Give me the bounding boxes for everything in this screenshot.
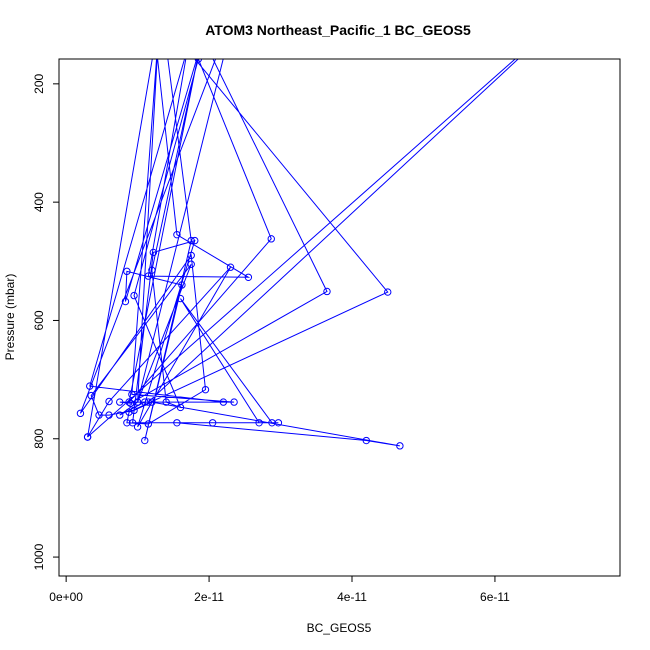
x-tick-label: 6e-11 (480, 590, 510, 604)
data-point (194, 59, 203, 63)
y-axis-label: Pressure (mbar) (3, 274, 17, 361)
data-point (130, 406, 138, 415)
data-point (187, 251, 195, 260)
x-tick-label: 2e-11 (194, 590, 224, 604)
data-point (149, 4, 155, 10)
data-point (234, 0, 240, 4)
data-point (187, 236, 195, 245)
data-point (144, 272, 153, 280)
data-point (162, 398, 170, 406)
chart-title: ATOM3 Northeast_Pacific_1 BC_GEOS5 (205, 22, 471, 38)
data-point (396, 442, 404, 450)
data-point (184, 45, 190, 51)
data-point (133, 398, 142, 406)
data-point (105, 397, 113, 406)
x-axis: 0e+00 2e-11 4e-11 6e-11 (49, 575, 510, 604)
y-tick-label: 1000 (32, 543, 46, 570)
data-point (116, 411, 124, 419)
data-point (384, 288, 392, 296)
data-point (128, 419, 137, 427)
y-tick-label: 400 (32, 192, 46, 212)
data-point (141, 436, 149, 445)
data-point (87, 391, 95, 400)
data-point (123, 419, 131, 427)
y-axis: 200 400 600 800 1000 (32, 74, 60, 570)
data-point (83, 433, 92, 441)
data-point (158, 4, 164, 10)
data-point (201, 385, 210, 394)
data-point (125, 398, 133, 406)
data-point (230, 398, 238, 406)
data-point (125, 408, 133, 416)
data-point (130, 291, 138, 300)
data-point (577, 0, 583, 4)
data-point (149, 248, 158, 257)
data-point (105, 411, 113, 419)
data-point (148, 266, 156, 274)
data-point (219, 398, 228, 406)
series-line (79, 59, 519, 447)
data-point (173, 230, 181, 239)
data-point (95, 411, 103, 419)
data-point (121, 297, 130, 306)
data-point (176, 403, 185, 412)
x-tick-label: 0e+00 (49, 590, 83, 604)
data-point (191, 236, 199, 245)
y-tick-label: 800 (32, 428, 46, 448)
data-point (197, 45, 203, 51)
x-tick-label: 4e-11 (337, 590, 367, 604)
data-point (226, 263, 235, 271)
data-point (133, 423, 142, 431)
data-point (86, 382, 94, 390)
data-point (144, 398, 153, 406)
data-point (199, 33, 205, 39)
data-point (244, 273, 253, 281)
data-point (187, 260, 195, 268)
data-point (178, 281, 186, 289)
data-point (116, 398, 124, 406)
data-point (126, 399, 135, 407)
data-point (208, 419, 217, 427)
data-point (173, 419, 181, 427)
y-tick-label: 600 (32, 310, 46, 330)
data-point (255, 419, 263, 427)
data-point (362, 436, 370, 445)
data-point (128, 390, 136, 399)
data-point (123, 267, 131, 276)
data-point (267, 235, 275, 243)
series-layer (76, 0, 583, 450)
y-tick-label: 200 (32, 74, 46, 94)
data-point (141, 398, 149, 406)
x-axis-label: BC_GEOS5 (307, 621, 372, 635)
data-point (323, 287, 331, 296)
data-point (76, 409, 85, 418)
data-point (176, 294, 185, 303)
data-point (144, 420, 153, 428)
data-point (156, 21, 162, 27)
data-point (274, 419, 283, 427)
data-point (148, 398, 156, 406)
